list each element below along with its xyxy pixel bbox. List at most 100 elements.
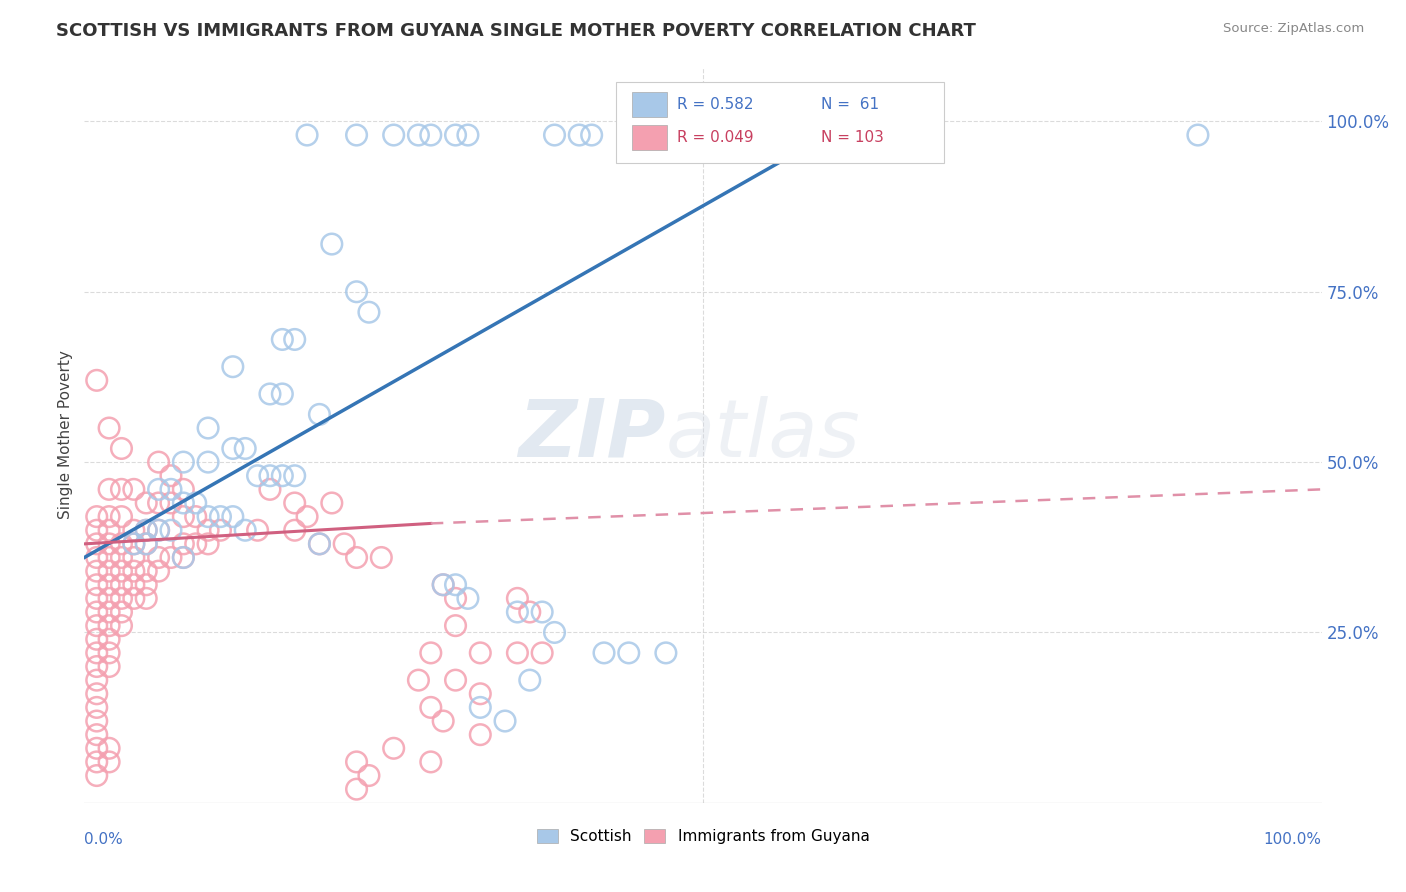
Point [86, 537, 108, 551]
Point [86, 618, 108, 632]
Point [333, 537, 356, 551]
Point [271, 387, 294, 401]
Point [110, 537, 132, 551]
Point [419, 700, 441, 714]
Point [197, 523, 219, 537]
Point [197, 509, 219, 524]
Point [148, 523, 170, 537]
Point [321, 237, 343, 252]
Point [122, 550, 145, 565]
Point [470, 728, 492, 742]
Point [98, 483, 121, 497]
Point [122, 537, 145, 551]
Point [160, 523, 183, 537]
Point [86, 564, 108, 578]
Point [110, 550, 132, 565]
Point [135, 537, 157, 551]
Point [86, 700, 108, 714]
Point [346, 755, 368, 769]
Point [357, 305, 380, 319]
Point [233, 442, 256, 456]
Point [148, 483, 170, 497]
Text: SCOTTISH VS IMMIGRANTS FROM GUYANA SINGLE MOTHER POVERTY CORRELATION CHART: SCOTTISH VS IMMIGRANTS FROM GUYANA SINGL… [56, 22, 976, 40]
Point [470, 700, 492, 714]
Point [148, 550, 170, 565]
Point [197, 421, 219, 435]
Point [110, 442, 132, 456]
Point [98, 755, 121, 769]
Point [295, 128, 318, 142]
Point [779, 128, 801, 142]
Point [432, 578, 454, 592]
Point [593, 646, 616, 660]
Text: R = 0.049: R = 0.049 [678, 130, 754, 145]
Point [122, 537, 145, 551]
Point [432, 714, 454, 728]
Point [321, 496, 343, 510]
Point [122, 523, 145, 537]
Point [519, 673, 541, 688]
Point [135, 537, 157, 551]
Point [233, 523, 256, 537]
Point [160, 496, 183, 510]
Point [370, 550, 392, 565]
Point [494, 714, 516, 728]
Point [419, 128, 441, 142]
Point [135, 496, 157, 510]
Point [271, 468, 294, 483]
Point [110, 564, 132, 578]
Text: R = 0.582: R = 0.582 [678, 97, 754, 112]
Point [519, 605, 541, 619]
Point [308, 537, 330, 551]
Point [222, 442, 245, 456]
Legend: Scottish, Immigrants from Guyana: Scottish, Immigrants from Guyana [530, 823, 876, 850]
Point [110, 605, 132, 619]
Point [284, 496, 307, 510]
Point [98, 578, 121, 592]
Point [209, 523, 232, 537]
Point [346, 128, 368, 142]
Point [98, 605, 121, 619]
Y-axis label: Single Mother Poverty: Single Mother Poverty [58, 351, 73, 519]
FancyBboxPatch shape [616, 81, 945, 162]
Point [457, 591, 479, 606]
Point [382, 741, 405, 756]
Point [86, 632, 108, 647]
Point [197, 537, 219, 551]
Point [86, 728, 108, 742]
Point [86, 687, 108, 701]
Point [122, 591, 145, 606]
FancyBboxPatch shape [633, 125, 666, 150]
Point [444, 618, 467, 632]
Point [457, 128, 479, 142]
Text: Source: ZipAtlas.com: Source: ZipAtlas.com [1223, 22, 1364, 36]
Point [98, 421, 121, 435]
Point [148, 455, 170, 469]
Point [135, 564, 157, 578]
Point [284, 468, 307, 483]
Point [98, 550, 121, 565]
Point [346, 782, 368, 797]
Text: 0.0%: 0.0% [84, 832, 124, 847]
Point [506, 646, 529, 660]
Point [184, 537, 207, 551]
Point [86, 741, 108, 756]
Point [246, 523, 269, 537]
Point [86, 659, 108, 673]
Point [259, 387, 281, 401]
Point [172, 537, 194, 551]
Point [110, 591, 132, 606]
Point [86, 373, 108, 387]
Point [172, 509, 194, 524]
Point [160, 550, 183, 565]
Point [172, 550, 194, 565]
Point [148, 523, 170, 537]
Point [506, 605, 529, 619]
Point [86, 605, 108, 619]
Point [432, 578, 454, 592]
Point [1187, 128, 1209, 142]
Point [86, 755, 108, 769]
Point [86, 523, 108, 537]
Point [295, 509, 318, 524]
Point [222, 509, 245, 524]
